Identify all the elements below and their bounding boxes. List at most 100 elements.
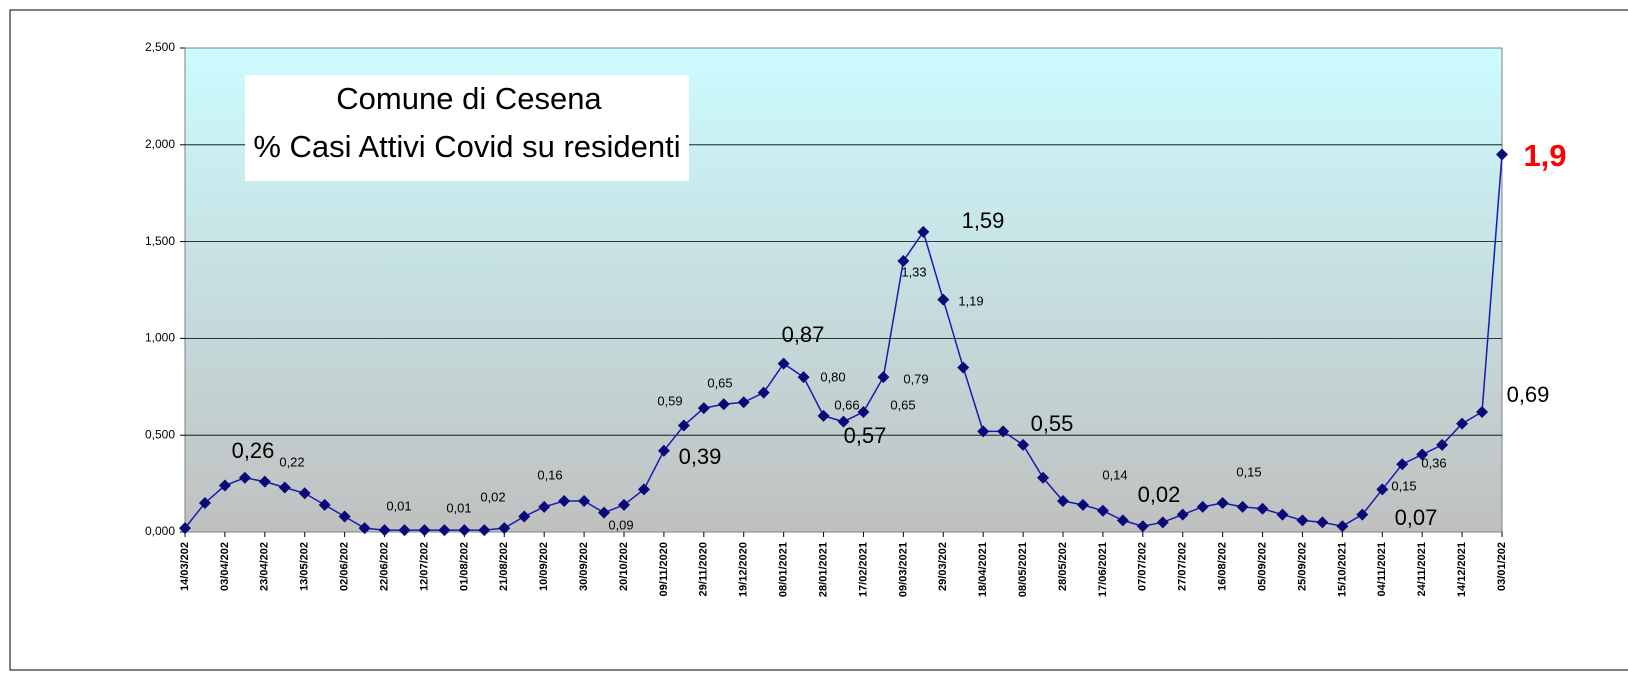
data-point xyxy=(697,402,710,415)
y-tick-label: 1,500 xyxy=(145,234,175,248)
data-point xyxy=(1356,508,1369,521)
y-tick-label: 1,000 xyxy=(145,331,175,345)
x-tick-label: 04/11/2021 xyxy=(1376,542,1388,596)
data-point xyxy=(418,524,431,537)
annotation: 0,26 xyxy=(232,438,275,463)
annotation: 0,15 xyxy=(1391,478,1416,493)
data-point xyxy=(198,496,211,509)
data-point xyxy=(777,357,790,370)
x-tick-label: 12/07/202 xyxy=(418,542,430,591)
data-point xyxy=(1416,448,1429,461)
annotation: 0,65 xyxy=(890,397,915,412)
annotation: 0,01 xyxy=(446,500,471,515)
data-point xyxy=(218,479,231,492)
data-point xyxy=(398,524,411,537)
x-tick-label: 22/06/202 xyxy=(378,542,390,591)
x-tick-label: 02/06/202 xyxy=(339,542,351,591)
data-point xyxy=(498,522,511,535)
x-tick-label: 23/04/202 xyxy=(259,542,271,591)
annotation: 0,66 xyxy=(834,397,859,412)
data-point xyxy=(657,444,670,457)
data-point xyxy=(1456,417,1469,430)
data-point xyxy=(977,425,990,438)
data-point xyxy=(1476,405,1489,418)
x-tick-label: 01/08/202 xyxy=(458,542,470,591)
x-tick-label: 20/10/202 xyxy=(618,542,630,591)
annotation: 0,39 xyxy=(679,444,722,469)
annotation: 0,07 xyxy=(1395,505,1438,530)
data-point xyxy=(1176,508,1189,521)
data-point xyxy=(1156,516,1169,529)
data-point xyxy=(1196,500,1209,513)
data-point xyxy=(857,405,870,418)
annotation: 0,80 xyxy=(820,369,845,384)
data-point xyxy=(817,409,830,422)
x-tick-label: 17/02/2021 xyxy=(857,542,869,597)
annotation: 0,09 xyxy=(608,517,633,532)
data-point xyxy=(298,487,311,500)
chart-subtitle: % Casi Attivi Covid su residenti xyxy=(253,129,680,164)
data-point xyxy=(877,371,890,384)
data-point xyxy=(837,415,850,428)
annotation: 0,55 xyxy=(1031,411,1074,436)
annotation: 0,57 xyxy=(844,423,887,448)
x-tick-label: 03/01/202 xyxy=(1496,542,1508,591)
x-tick-label: 18/04/2021 xyxy=(977,542,989,597)
data-point xyxy=(378,524,391,537)
annotation: 0,59 xyxy=(657,393,682,408)
data-point xyxy=(458,524,471,537)
data-point xyxy=(1496,148,1508,161)
annotation: 0,65 xyxy=(707,375,732,390)
x-tick-label: 10/09/202 xyxy=(538,542,550,591)
title-box xyxy=(245,75,689,181)
x-tick-label: 27/07/202 xyxy=(1177,542,1189,591)
data-point xyxy=(1396,458,1409,471)
data-point xyxy=(637,483,650,496)
data-point xyxy=(1436,438,1449,451)
x-tick-label: 29/11/2020 xyxy=(698,542,710,596)
x-tick-label: 19/12/2020 xyxy=(738,542,750,597)
x-tick-label: 09/03/2021 xyxy=(897,542,909,597)
x-tick-label: 07/07/202 xyxy=(1137,542,1149,591)
x-tick-label: 14/12/2021 xyxy=(1456,542,1468,597)
x-tick-label: 21/08/202 xyxy=(498,542,510,591)
annotation: 0,69 xyxy=(1507,382,1550,407)
x-tick-label: 17/06/2021 xyxy=(1097,542,1109,597)
data-point xyxy=(438,524,451,537)
x-tick-label: 25/09/202 xyxy=(1296,542,1308,591)
y-tick-label: 2,000 xyxy=(145,137,175,151)
annotation: 1,33 xyxy=(901,264,926,279)
data-point xyxy=(1116,514,1129,527)
data-point xyxy=(238,471,251,484)
x-tick-label: 24/11/2021 xyxy=(1416,542,1428,596)
y-tick-label: 0,000 xyxy=(145,524,175,538)
data-point xyxy=(1057,495,1069,508)
data-point xyxy=(1096,504,1109,517)
data-point xyxy=(478,524,491,537)
x-tick-label: 08/05/2021 xyxy=(1017,542,1029,597)
x-tick-label: 28/01/2021 xyxy=(817,542,829,597)
x-tick-label: 08/01/2021 xyxy=(778,542,790,597)
x-tick-label: 28/05/202 xyxy=(1057,542,1069,591)
data-point xyxy=(677,419,690,432)
data-point xyxy=(1017,438,1030,451)
x-tick-label: 14/03/202 xyxy=(179,542,191,591)
data-point xyxy=(737,396,750,409)
data-point xyxy=(1316,516,1329,529)
data-point xyxy=(338,510,351,523)
data-point xyxy=(797,371,810,384)
data-point xyxy=(997,425,1010,438)
data-point xyxy=(1296,514,1309,527)
data-point xyxy=(258,475,271,488)
annotation: 0,22 xyxy=(279,454,304,469)
x-tick-label: 15/10/2021 xyxy=(1336,542,1348,597)
data-point xyxy=(1136,520,1149,533)
annotation: 0,87 xyxy=(782,322,825,347)
annotation: 0,01 xyxy=(386,498,411,513)
data-point xyxy=(757,386,770,399)
x-tick-label: 16/08/202 xyxy=(1217,542,1229,591)
annotation: 1,19 xyxy=(958,293,983,308)
x-tick-label: 30/09/202 xyxy=(578,542,590,591)
data-point xyxy=(518,510,531,523)
x-tick-label: 05/09/202 xyxy=(1256,542,1268,591)
